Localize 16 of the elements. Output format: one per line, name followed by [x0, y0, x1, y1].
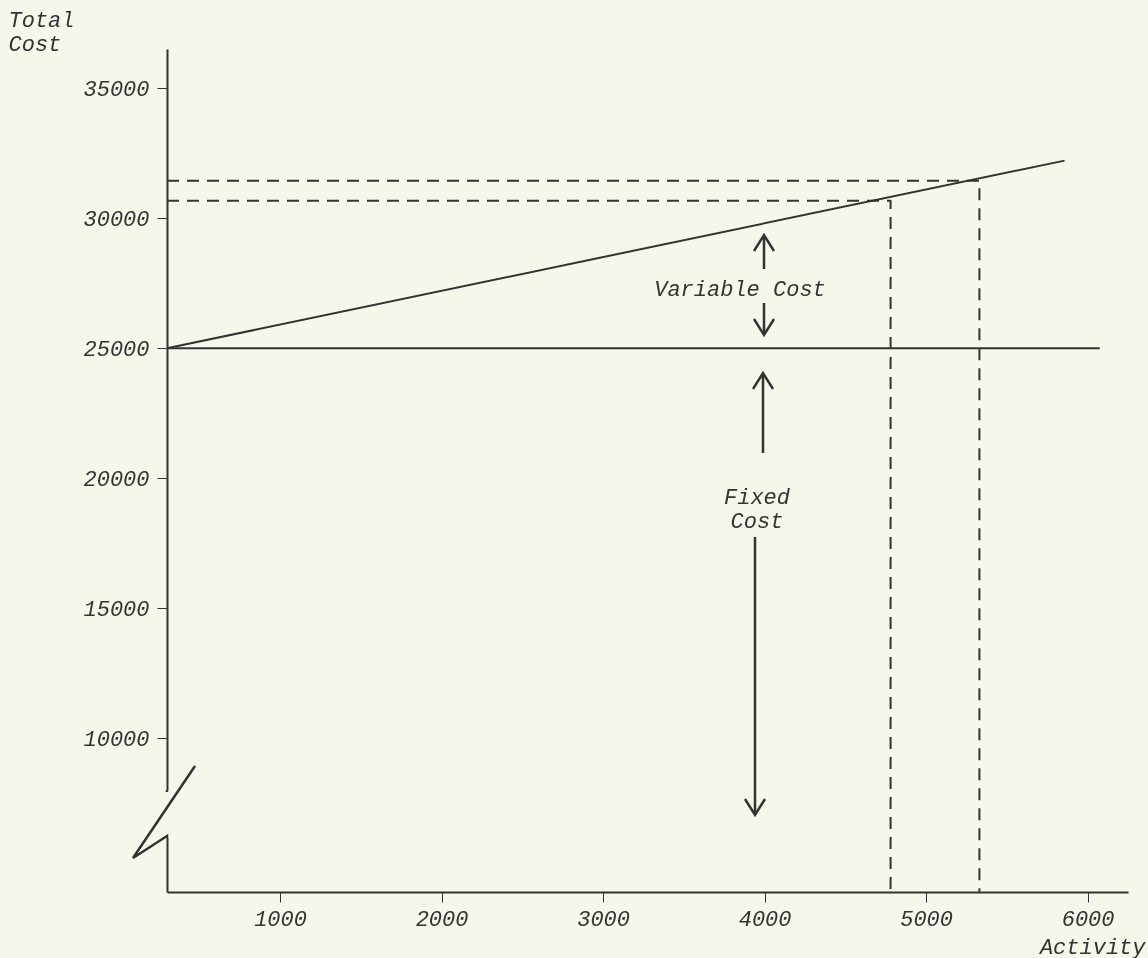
y-tick-label: 25000 [83, 337, 150, 363]
annotation: Variable Cost [654, 278, 826, 303]
x-tick-label: 3000 [577, 907, 630, 933]
y-tick-label: 35000 [83, 77, 150, 103]
x-tick-label: 4000 [738, 907, 792, 933]
y-tick-label: 15000 [83, 597, 150, 623]
x-tick-label: 1000 [254, 907, 307, 933]
y-tick-label: 20000 [83, 467, 150, 493]
y-tick-label: 30000 [83, 207, 150, 233]
y-axis-title: Total Cost [8, 8, 75, 58]
x-tick-label: 5000 [900, 907, 954, 933]
annotation: Fixed Cost [723, 486, 791, 535]
y-tick-label: 10000 [83, 727, 150, 753]
x-tick-label: 6000 [1061, 907, 1115, 933]
x-tick-label: 2000 [415, 907, 469, 933]
x-axis-title: Activity [1037, 935, 1147, 958]
